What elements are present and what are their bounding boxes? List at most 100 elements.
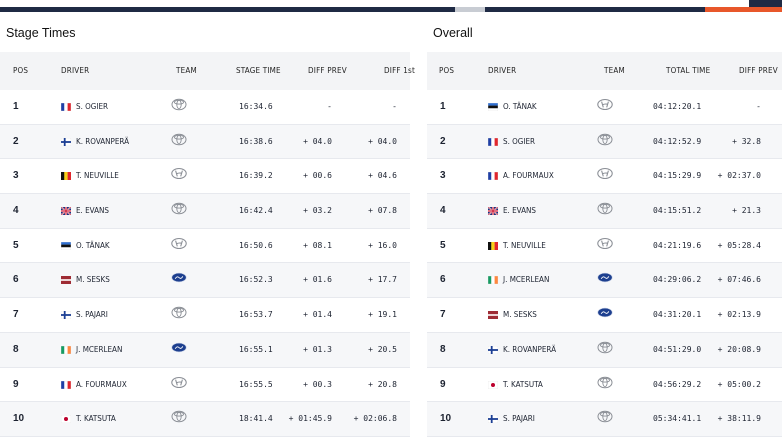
table-row[interactable]: 7 S. PAJARI 16:53.7 + 01.4 + 19.1 [0,298,410,333]
driver-name: S. PAJARI [76,310,108,320]
driver-name: T. KATSUTA [503,379,543,389]
belgium-flag [61,159,71,181]
france-flag [60,368,72,389]
table-row[interactable]: 5 T. NEUVILLE 04:21:19.6 + 05:28.4 [427,229,782,264]
diff-prev: + 01:45.9 [288,414,332,424]
diff-prev: + 21.3 [732,206,761,216]
diff-first: - [392,102,397,111]
position: 1 [440,101,446,112]
col-driver: DRIVER [488,66,517,75]
table-row[interactable]: 4 E. EVANS 04:15:51.2 + 21.3 [427,194,782,229]
table-row[interactable]: 1 O. TÄNAK 04:12:20.1 - [427,90,782,125]
diff-prev: + 01.6 [303,275,332,285]
position: 3 [440,170,446,182]
toyota-icon [597,368,613,388]
table-row[interactable]: 10 S. PAJARI 05:34:41.1 + 38:11.9 [427,402,782,437]
time-value: 16:34.6 [239,102,273,111]
table-row[interactable]: 3 A. FOURMAUX 04:15:29.9 + 02:37.0 [427,159,782,195]
time-value: 16:50.6 [239,240,273,250]
table-row[interactable]: 7 M. SESKS 04:31:20.1 + 02:13.9 [427,298,782,333]
time-value: 04:31:20.1 [653,310,702,320]
time-value: 16:52.3 [239,275,273,285]
table-row[interactable]: 4 E. EVANS 16:42.4 + 03.2 + 07.8 [0,194,410,229]
hyundai-icon [597,159,613,180]
toyota-icon [171,125,187,145]
position: 2 [13,135,19,147]
driver-name: J. MCERLEAN [503,275,550,285]
table-row[interactable]: 3 T. NEUVILLE 16:39.2 + 00.6 + 04.6 [0,159,410,195]
overall-panel: Overall POS DRIVER TEAM TOTAL TIME DIFF … [427,14,782,437]
hyundai-icon [171,229,187,249]
col-total-time: TOTAL TIME [666,66,711,75]
diff-prev: + 00.3 [303,379,332,389]
diff-prev: + 07:46.6 [717,275,761,285]
driver-name: A. FOURMAUX [76,379,127,389]
table-row[interactable]: 2 S. OGIER 04:12:52.9 + 32.8 [427,124,782,160]
driver-name: K. ROVANPERÄ [76,136,130,146]
diff-prev: + 20:08.9 [717,344,761,354]
diff-prev: + 32.8 [732,136,761,146]
time-value: 16:39.2 [239,171,273,181]
position: 9 [13,378,19,390]
diff-prev: - [756,102,761,111]
toyota-icon [597,125,613,145]
driver-name: T. NEUVILLE [76,171,119,181]
toyota-icon [597,333,613,354]
col-pos: POS [13,66,29,75]
position: 6 [440,274,446,286]
ford-icon [597,263,613,283]
time-value: 04:29:06.2 [653,275,702,285]
col-pos: POS [439,66,455,75]
time-value: 16:55.5 [239,379,273,389]
hyundai-icon [171,159,187,180]
japan-flag [487,368,499,389]
table-row[interactable]: 6 M. SESKS 16:52.3 + 01.6 + 17.7 [0,263,410,299]
diff-first: + 17.7 [368,275,397,285]
position: 8 [440,343,446,355]
position: 10 [440,413,452,425]
time-value: 16:53.7 [239,310,273,320]
diff-first: + 04.6 [368,171,397,181]
diff-first: + 04.0 [368,136,397,146]
col-stage-time: STAGE TIME [236,66,281,75]
driver-name: A. FOURMAUX [503,171,554,181]
hyundai-icon [597,90,613,111]
table-row[interactable]: 10 T. KATSUTA 18:41.4 + 01:45.9 + 02:06.8 [0,402,410,437]
position: 4 [13,205,19,217]
col-driver: DRIVER [61,66,90,75]
uk-flag [487,194,499,216]
accent-segment [455,7,485,12]
position: 8 [13,343,19,355]
table-row[interactable]: 9 T. KATSUTA 04:56:29.2 + 05:00.2 [427,368,782,403]
toyota-icon [171,194,187,215]
toyota-icon [171,402,187,423]
ireland-flag [60,333,72,355]
france-flag [487,159,499,181]
driver-name: T. KATSUTA [76,414,116,424]
diff-prev: - [327,102,332,111]
table-row[interactable]: 2 K. ROVANPERÄ 16:38.6 + 04.0 + 04.0 [0,124,410,160]
top-accent-bar [0,0,782,14]
position: 7 [440,309,446,321]
latvia-flag [488,298,498,320]
table-row[interactable]: 1 S. OGIER 16:34.6 - - [0,90,410,125]
table-row[interactable]: 9 A. FOURMAUX 16:55.5 + 00.3 + 20.8 [0,368,410,403]
diff-first: + 02:06.8 [353,414,397,424]
position: 3 [13,170,19,182]
table-row[interactable]: 5 O. TÄNAK 16:50.6 + 08.1 + 16.0 [0,229,410,264]
driver-name: M. SESKS [503,310,537,320]
table-row[interactable]: 8 J. MCERLEAN 16:55.1 + 01.3 + 20.5 [0,332,410,368]
driver-name: O. TÄNAK [76,240,110,250]
diff-prev: + 02:37.0 [717,171,761,181]
ford-icon [171,333,187,353]
driver-name: S. PAJARI [503,414,535,424]
table-row[interactable]: 6 J. MCERLEAN 04:29:06.2 + 07:46.6 [427,263,782,299]
table-row[interactable]: 8 K. ROVANPERÄ 04:51:29.0 + 20:08.9 [427,332,782,368]
time-value: 16:38.6 [239,136,273,146]
position: 10 [13,413,25,425]
diff-prev: + 05:00.2 [717,379,761,389]
ford-icon [597,298,613,318]
overall-header: POS DRIVER TEAM TOTAL TIME DIFF PREV [427,52,782,90]
driver-name: E. EVANS [76,206,109,216]
accent-segment [0,7,455,12]
